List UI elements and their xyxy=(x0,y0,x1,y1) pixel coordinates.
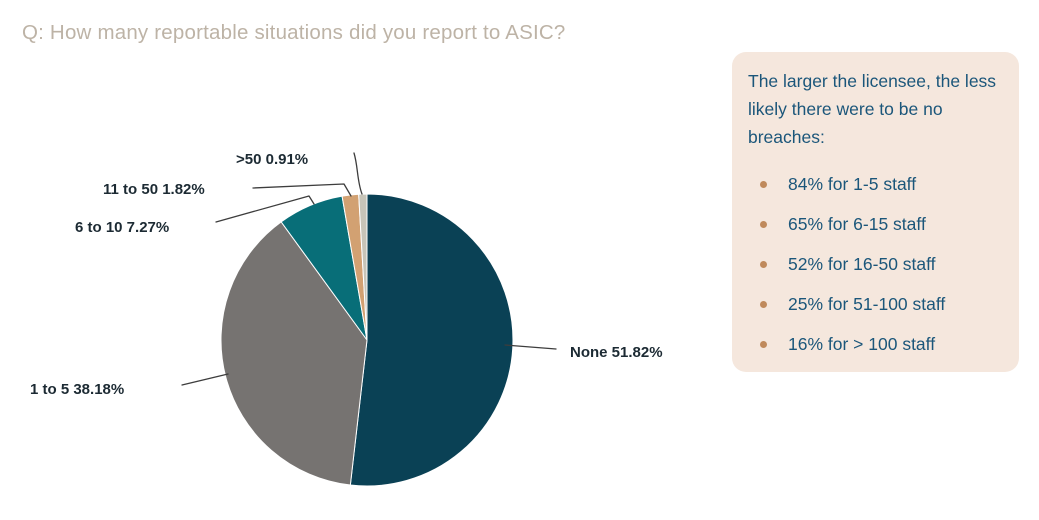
callout-panel: The larger the licensee, the less likely… xyxy=(732,52,1019,372)
leader-line-6to10 xyxy=(215,195,315,223)
bullet-icon xyxy=(760,181,767,188)
bullet-text: 16% for > 100 staff xyxy=(788,334,936,354)
list-item: 65% for 6-15 staff xyxy=(748,215,1003,233)
bullet-icon xyxy=(760,261,767,268)
leader-line-gt50 xyxy=(353,152,363,195)
bullet-text: 84% for 1-5 staff xyxy=(788,174,917,194)
leader-line-none xyxy=(504,344,557,350)
bullet-icon xyxy=(760,341,767,348)
leader-line-11to50 xyxy=(252,183,352,197)
slice-label-11to50: 11 to 50 1.82% xyxy=(103,181,205,198)
slice-label-gt50: >50 0.91% xyxy=(236,151,309,168)
pie-slice-50 xyxy=(358,193,368,341)
slice-label-6to10: 6 to 10 7.27% xyxy=(75,219,170,236)
bullet-icon xyxy=(760,301,767,308)
bullet-text: 25% for 51-100 staff xyxy=(788,294,946,314)
leader-line-1to5 xyxy=(181,373,229,386)
bullet-icon xyxy=(760,221,767,228)
callout-heading: The larger the licensee, the less likely… xyxy=(748,71,997,147)
list-item: 52% for 16-50 staff xyxy=(748,255,1003,273)
pie-slice-1-to-5 xyxy=(220,221,368,486)
list-item: 25% for 51-100 staff xyxy=(748,295,1003,313)
callout-bullet-list: 84% for 1-5 staff 65% for 6-15 staff 52%… xyxy=(748,175,1003,353)
list-item: 84% for 1-5 staff xyxy=(748,175,1003,193)
pie-slices-group xyxy=(220,193,514,487)
page-title: Q: How many reportable situations did yo… xyxy=(22,21,566,44)
bullet-text: 65% for 6-15 staff xyxy=(788,214,926,234)
slice-label-none: None 51.82% xyxy=(570,344,663,361)
slice-label-1to5: 1 to 5 38.18% xyxy=(30,381,125,398)
pie-slice-none xyxy=(349,193,514,487)
list-item: 16% for > 100 staff xyxy=(748,335,1003,353)
bullet-text: 52% for 16-50 staff xyxy=(788,254,936,274)
